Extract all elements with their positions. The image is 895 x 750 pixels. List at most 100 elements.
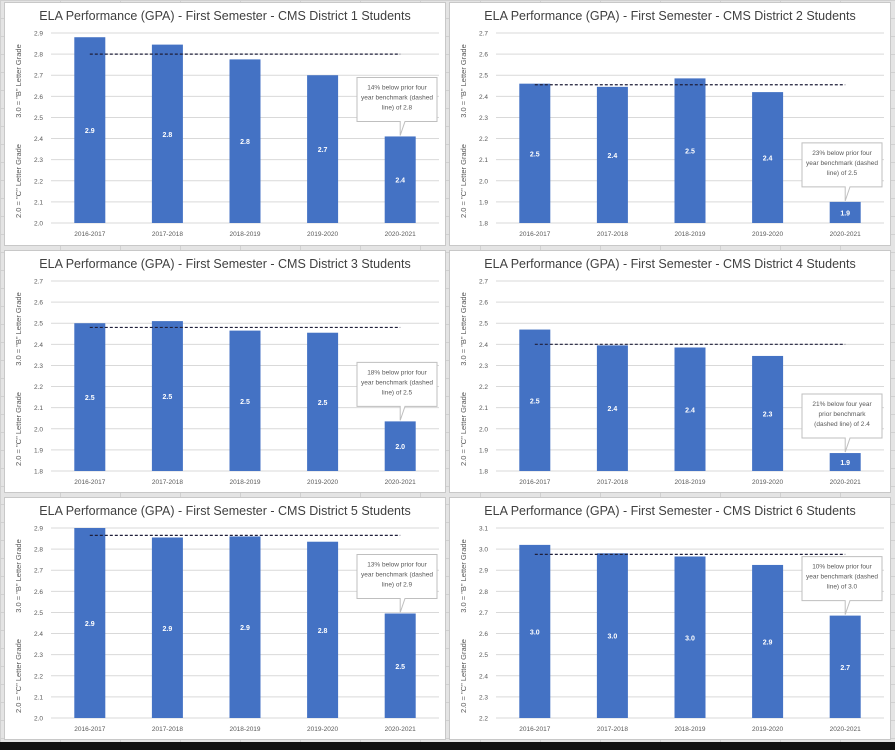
y-tick-label: 2.2: [479, 136, 488, 143]
callout-text-line: line) of 2.5: [827, 170, 858, 177]
x-tick-label: 2020-2021: [830, 231, 861, 238]
x-tick-label: 2016-2017: [519, 479, 550, 486]
bar: [519, 83, 551, 224]
y-axis-label-lower: 2.0 = "C" Letter Grade: [459, 144, 468, 218]
bar: [752, 92, 784, 223]
y-tick-label: 2.4: [479, 94, 488, 101]
annotation-callout: 14% below prior four year benchmark (dash…: [356, 76, 438, 136]
bar: [307, 75, 339, 223]
bar-data-label: 2.7: [318, 147, 328, 154]
callout-text-line: year benchmark (dashed: [361, 379, 433, 386]
y-tick-label: 2.1: [34, 199, 43, 206]
y-tick-label: 2.6: [34, 589, 43, 596]
window-bottom-edge: [0, 742, 895, 750]
bar-data-label: 2.5: [395, 664, 405, 671]
bar-data-label: 2.5: [240, 399, 250, 406]
bar: [674, 556, 706, 718]
bar: [519, 329, 551, 471]
bar-data-label: 2.9: [85, 621, 95, 628]
y-tick-label: 2.5: [479, 652, 488, 659]
y-tick-label: 2.6: [34, 94, 43, 101]
chart-district-5: ELA Performance (GPA) - First Semester -…: [14, 504, 439, 733]
x-tick-label: 2019-2020: [752, 479, 783, 486]
bar-data-label: 2.5: [318, 400, 328, 407]
bar-data-label: 2.5: [85, 395, 95, 402]
y-tick-label: 2.0: [34, 716, 43, 723]
y-tick-label: 2.8: [479, 589, 488, 596]
y-tick-label: 2.3: [34, 157, 43, 164]
y-axis-label-lower: 2.0 = "C" Letter Grade: [14, 144, 23, 218]
y-tick-label: 2.1: [479, 157, 488, 164]
callout-text-line: year benchmark (dashed: [806, 574, 878, 581]
y-tick-label: 2.1: [34, 405, 43, 412]
y-tick-label: 2.5: [34, 321, 43, 328]
callout-text: 10% below prior four year benchmark (dash…: [806, 564, 878, 591]
x-tick-label: 2016-2017: [519, 726, 550, 733]
bar-data-label: 2.5: [530, 151, 540, 158]
chart-panel-district-5: ELA Performance (GPA) - First Semester -…: [4, 497, 446, 740]
annotation-callout: 13% below prior four year benchmark (dash…: [356, 554, 438, 613]
annotation-callout: 18% below prior four year benchmark (dash…: [356, 361, 438, 421]
callout-text-line: 13% below prior four: [367, 562, 427, 569]
y-axis-label-upper: 3.0 = "B" Letter Grade: [459, 44, 468, 118]
y-tick-label: 2.0: [479, 426, 488, 433]
bar: [384, 613, 416, 718]
y-axis-label-lower: 2.0 = "C" Letter Grade: [14, 392, 23, 466]
chart-district-4: ELA Performance (GPA) - First Semester -…: [459, 257, 884, 486]
y-tick-label: 2.9: [479, 568, 488, 575]
x-tick-label: 2019-2020: [752, 231, 783, 238]
bar: [384, 136, 416, 223]
bar-data-label: 3.0: [685, 635, 695, 642]
y-tick-label: 2.1: [34, 694, 43, 701]
callout-text: 18% below prior four year benchmark (dash…: [361, 369, 433, 396]
callout-box: [801, 556, 883, 615]
x-tick-label: 2020-2021: [830, 726, 861, 733]
chart-title: ELA Performance (GPA) - First Semester -…: [39, 257, 410, 271]
bar-data-label: 2.9: [763, 639, 773, 646]
y-tick-label: 2.7: [34, 73, 43, 80]
annotation-callout: 10% below prior four year benchmark (dash…: [801, 556, 883, 615]
y-tick-label: 2.3: [479, 694, 488, 701]
x-tick-label: 2018-2019: [229, 231, 260, 238]
x-tick-label: 2016-2017: [519, 231, 550, 238]
y-axis-label-upper: 3.0 = "B" Letter Grade: [459, 539, 468, 613]
bar-data-label: 3.0: [608, 634, 618, 641]
bar: [752, 355, 784, 471]
bar-data-label: 2.8: [318, 628, 328, 635]
x-tick-label: 2020-2021: [385, 479, 416, 486]
callout-box: [356, 554, 438, 613]
y-axis-label-lower: 2.0 = "C" Letter Grade: [459, 639, 468, 713]
x-tick-label: 2018-2019: [229, 479, 260, 486]
x-tick-label: 2019-2020: [307, 479, 338, 486]
bar: [229, 536, 261, 718]
callout-text-line: year benchmark (dashed: [806, 160, 878, 167]
y-tick-label: 2.6: [479, 631, 488, 638]
bar-data-label: 2.4: [608, 406, 618, 413]
bar: [752, 564, 784, 718]
y-axis-label-upper: 3.0 = "B" Letter Grade: [14, 539, 23, 613]
y-axis-label-lower: 2.0 = "C" Letter Grade: [14, 639, 23, 713]
y-tick-label: 2.3: [479, 115, 488, 122]
y-tick-label: 1.8: [34, 469, 43, 476]
bar-data-label: 2.0: [395, 444, 405, 451]
y-tick-label: 3.1: [479, 526, 488, 533]
y-tick-label: 1.9: [479, 199, 488, 206]
annotation-callout: 23% below prior four year benchmark (dash…: [801, 142, 883, 202]
callout-text-line: 10% below prior four: [812, 564, 872, 571]
y-tick-label: 2.8: [34, 52, 43, 59]
bar: [596, 553, 628, 718]
bar: [151, 44, 183, 223]
y-tick-label: 2.6: [479, 52, 488, 59]
callout-box: [356, 76, 438, 136]
chart-title: ELA Performance (GPA) - First Semester -…: [484, 257, 855, 271]
bar-data-label: 2.5: [685, 149, 695, 156]
chart-district-6: ELA Performance (GPA) - First Semester -…: [459, 504, 884, 733]
bar-data-label: 2.4: [763, 156, 773, 163]
y-tick-label: 2.2: [34, 178, 43, 185]
annotation-callout: 21% below four year prior benchmark (dashe…: [801, 393, 883, 453]
bar: [674, 347, 706, 471]
chart-title: ELA Performance (GPA) - First Semester -…: [39, 9, 410, 23]
callout-text-line: year benchmark (dashed: [361, 94, 433, 101]
x-tick-label: 2017-2018: [152, 231, 183, 238]
bar: [674, 78, 706, 223]
